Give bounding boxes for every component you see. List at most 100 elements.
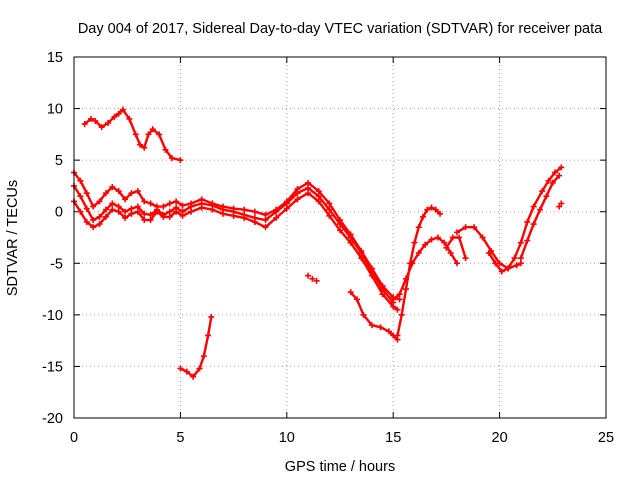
- y-tick-label: 0: [55, 205, 63, 221]
- data-point: [168, 155, 175, 162]
- data-point: [166, 200, 173, 207]
- y-axis-label: SDTVAR / TECUs: [5, 180, 21, 296]
- data-point: [543, 193, 550, 200]
- data-point: [441, 239, 448, 246]
- series-track-9: [485, 164, 565, 275]
- data-point: [122, 208, 129, 215]
- data-point: [81, 121, 88, 128]
- data-point: [177, 365, 184, 372]
- series-track-6: [394, 204, 444, 339]
- data-point: [179, 202, 186, 209]
- data-point: [149, 126, 156, 133]
- y-tick-label: -15: [42, 359, 63, 375]
- data-point: [126, 115, 133, 122]
- data-point: [262, 224, 269, 231]
- data-point: [208, 313, 215, 320]
- data-point: [434, 234, 441, 241]
- data-point: [358, 255, 365, 262]
- data-point: [294, 196, 301, 203]
- data-point: [398, 311, 405, 318]
- data-point: [128, 205, 135, 212]
- data-point: [551, 169, 558, 176]
- data-point: [315, 193, 322, 200]
- data-point: [360, 311, 367, 318]
- data-point: [305, 184, 312, 191]
- data-point: [432, 206, 439, 213]
- data-point: [273, 214, 280, 221]
- chart-title: Day 004 of 2017, Sidereal Day-to-day VTE…: [78, 21, 603, 37]
- data-point: [241, 214, 248, 221]
- data-point: [90, 224, 97, 231]
- data-point: [183, 368, 190, 375]
- data-point: [479, 234, 486, 241]
- data-point: [545, 177, 552, 184]
- data-point: [251, 208, 258, 215]
- data-point: [517, 239, 524, 246]
- data-point: [305, 190, 312, 197]
- data-point: [102, 206, 109, 213]
- data-point: [134, 188, 141, 195]
- data-point: [424, 206, 431, 213]
- data-point: [96, 198, 103, 205]
- data-point: [219, 210, 226, 217]
- data-point: [485, 249, 492, 256]
- data-point: [415, 249, 422, 256]
- data-point: [190, 373, 197, 380]
- data-point: [524, 219, 531, 226]
- data-point: [145, 131, 152, 138]
- data-point: [102, 213, 109, 220]
- y-tick-label: 5: [55, 153, 63, 169]
- data-point: [368, 322, 375, 329]
- data-point: [517, 255, 524, 262]
- data-point: [141, 144, 148, 151]
- data-point: [128, 190, 135, 197]
- data-point: [326, 206, 333, 213]
- data-point: [273, 208, 280, 215]
- data-point: [283, 200, 290, 207]
- data-point: [156, 131, 163, 138]
- data-point: [115, 208, 122, 215]
- data-point: [128, 210, 135, 217]
- data-point: [505, 265, 512, 272]
- data-point: [109, 206, 116, 213]
- series-track-2: [71, 169, 403, 303]
- series-line: [487, 166, 563, 273]
- data-point: [558, 164, 565, 171]
- data-point: [147, 200, 154, 207]
- x-tick-label: 25: [598, 430, 614, 446]
- data-point: [437, 210, 444, 217]
- data-point: [402, 275, 409, 282]
- data-point: [530, 203, 537, 210]
- data-point: [326, 200, 333, 207]
- data-point: [347, 239, 354, 246]
- isolated-points: [305, 200, 565, 284]
- data-layer: [71, 106, 565, 380]
- series-track-8: [454, 224, 524, 272]
- data-point: [456, 234, 463, 241]
- data-point: [134, 203, 141, 210]
- data-point: [209, 206, 216, 213]
- data-point: [111, 113, 118, 120]
- data-point: [454, 229, 461, 236]
- data-point: [102, 190, 109, 197]
- data-point: [92, 117, 99, 124]
- data-point: [347, 289, 354, 296]
- data-point: [492, 260, 499, 267]
- data-point: [136, 141, 143, 148]
- data-point: [109, 183, 116, 190]
- data-point: [188, 203, 195, 210]
- y-tick-label: -20: [42, 411, 63, 427]
- data-point: [166, 208, 173, 215]
- series-track-10: [517, 172, 563, 262]
- data-point: [119, 106, 126, 113]
- data-point: [396, 291, 403, 298]
- plot-frame: [73, 56, 607, 419]
- data-point: [179, 212, 186, 219]
- y-tick-label: -10: [42, 308, 63, 324]
- grid: [74, 57, 606, 418]
- data-point: [141, 216, 148, 223]
- y-tick-label: 15: [47, 50, 63, 66]
- data-point: [96, 213, 103, 220]
